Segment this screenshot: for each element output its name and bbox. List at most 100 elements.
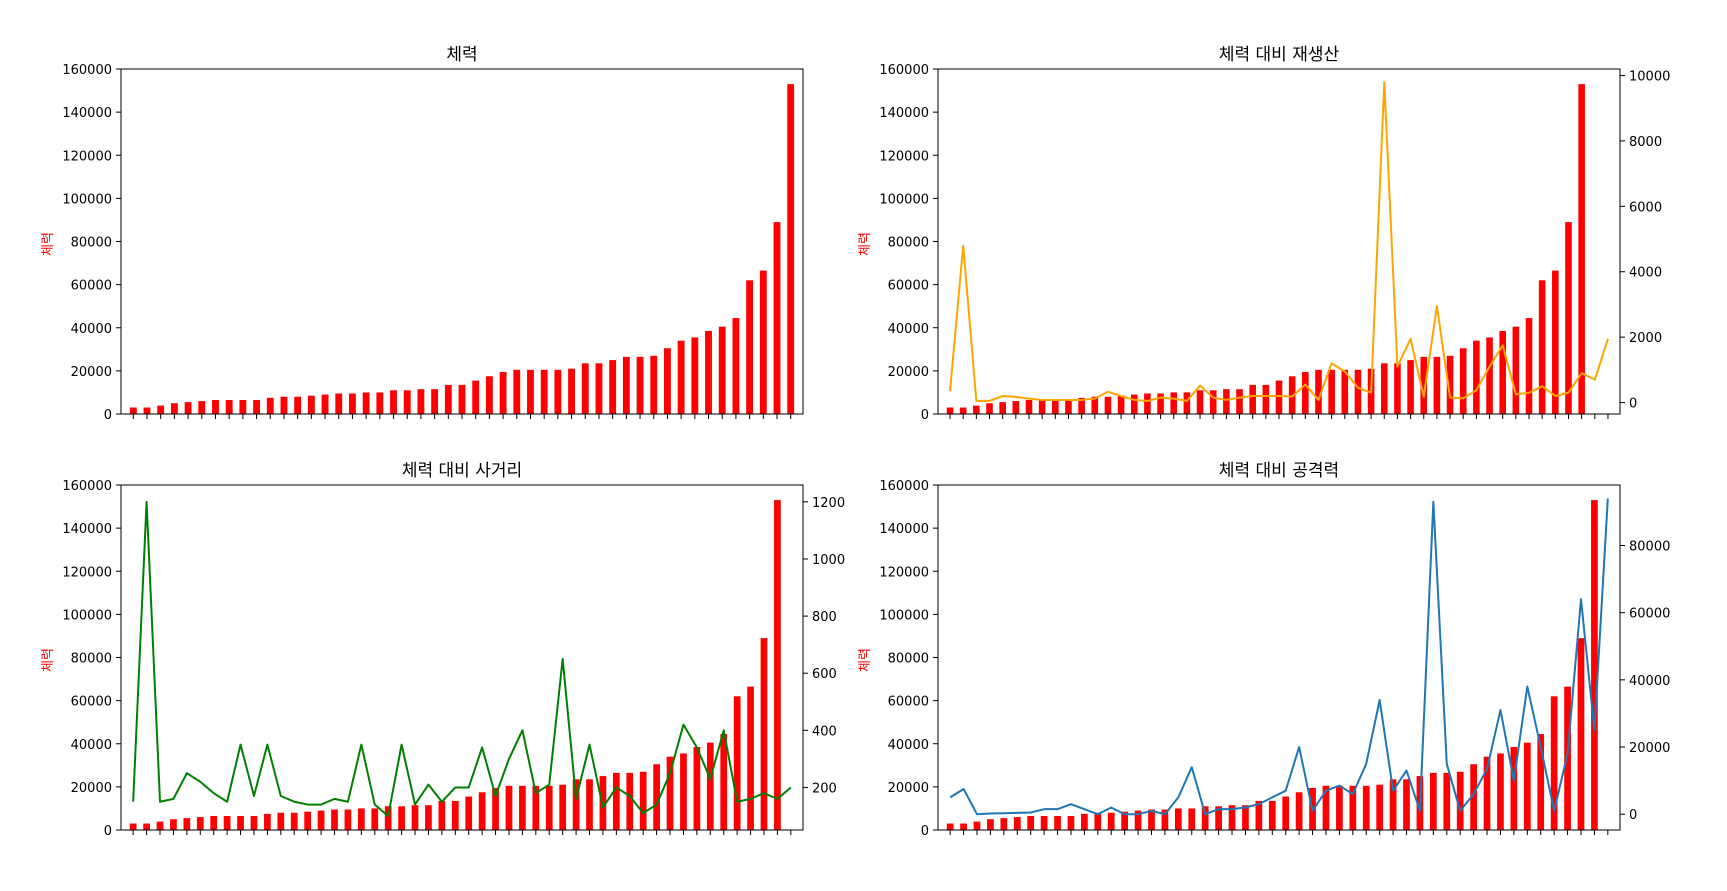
bar <box>999 402 1006 414</box>
bar <box>1565 222 1572 414</box>
bar <box>1188 808 1196 830</box>
bar <box>129 823 137 830</box>
bar <box>1067 815 1075 830</box>
bar <box>444 384 452 414</box>
y-tick-label: 100000 <box>879 192 929 207</box>
bar <box>1268 800 1276 830</box>
y-tick-label: 20000 <box>71 781 112 796</box>
bar <box>1157 393 1164 414</box>
bar <box>1470 764 1477 830</box>
bar <box>1315 369 1322 414</box>
y-tick-label: 140000 <box>62 522 112 537</box>
bar <box>1170 392 1178 414</box>
y-tick-label: 120000 <box>879 565 929 580</box>
bar <box>371 808 379 830</box>
bar <box>492 787 499 830</box>
bar <box>170 403 178 414</box>
bar <box>1196 390 1204 414</box>
y-tick-label: 40000 <box>888 738 929 753</box>
bar <box>1564 686 1571 830</box>
bar <box>1094 812 1102 830</box>
bar <box>1134 810 1142 830</box>
bar <box>196 817 204 830</box>
bar <box>438 800 446 830</box>
bar <box>362 392 370 414</box>
bar <box>1130 394 1138 414</box>
bar <box>759 270 767 414</box>
y-tick-label: 80000 <box>888 652 929 667</box>
bar <box>513 369 521 414</box>
bar <box>1054 815 1061 830</box>
bar <box>664 348 671 414</box>
y-tick-label: 60000 <box>888 279 929 294</box>
y-tick-label: 120000 <box>62 149 112 164</box>
y-tick-label: 40000 <box>71 738 112 753</box>
bar <box>1336 785 1343 830</box>
bar <box>1121 811 1128 830</box>
bar <box>973 405 980 414</box>
bar <box>239 399 247 414</box>
bar <box>612 772 620 830</box>
bar <box>294 396 302 414</box>
bar <box>572 779 580 830</box>
bar <box>1380 363 1388 414</box>
subplot-hp: 체력 체력 0 20000 40000 60000 80000 100000 120000 1… <box>41 45 804 423</box>
bar <box>1091 396 1099 414</box>
bar <box>1144 393 1151 414</box>
subplot-title: 체력 대비 사거리 <box>402 461 522 481</box>
bar <box>973 821 981 830</box>
bar <box>532 785 540 830</box>
y2-tick-label: 0 <box>1629 808 1637 823</box>
bar <box>485 376 493 414</box>
y-axis-label: 체력 <box>858 232 873 256</box>
y2-tick-label: 60000 <box>1629 607 1670 622</box>
bar <box>1282 796 1290 830</box>
bar <box>1443 772 1451 830</box>
bar <box>1249 384 1256 414</box>
bar <box>1228 805 1236 830</box>
bar <box>1117 395 1125 414</box>
y-tick-label: 0 <box>921 408 929 423</box>
bar <box>1012 401 1020 414</box>
y-tick-label: 80000 <box>71 236 112 251</box>
bar <box>307 395 315 414</box>
y-tick-label: 120000 <box>62 565 112 580</box>
y-tick-label: 140000 <box>62 106 112 121</box>
subplot-title: 체력 대비 재생산 <box>1219 45 1340 65</box>
bar <box>266 397 274 414</box>
bar <box>1578 84 1585 414</box>
bar <box>183 818 191 830</box>
bar <box>157 405 165 414</box>
y-tick-label: 160000 <box>879 479 929 494</box>
bar <box>545 785 553 830</box>
y-tick-label: 100000 <box>62 608 112 623</box>
y-tick-label: 60000 <box>888 695 929 710</box>
bar <box>390 390 397 414</box>
bar <box>677 340 685 414</box>
bar <box>733 696 741 830</box>
bar <box>280 396 288 414</box>
bar <box>987 819 994 830</box>
bar <box>1459 348 1467 414</box>
bar <box>1040 815 1048 830</box>
bar <box>787 84 795 414</box>
bar <box>636 356 644 414</box>
bar <box>1525 318 1533 414</box>
bar <box>225 399 233 414</box>
bar <box>666 756 674 830</box>
bar <box>1552 270 1559 414</box>
y-axis-label: 체력 <box>41 648 56 672</box>
bar <box>472 380 480 414</box>
bar <box>1255 800 1263 830</box>
bar <box>946 823 954 830</box>
bar <box>417 389 425 414</box>
y-tick-label: 0 <box>104 824 112 839</box>
y-tick-label: 160000 <box>62 63 112 78</box>
bar <box>650 355 658 414</box>
bar <box>586 779 593 830</box>
bar <box>732 318 740 414</box>
bar <box>505 785 513 830</box>
bar <box>1065 399 1072 414</box>
bar <box>425 805 432 830</box>
bar <box>1497 753 1504 830</box>
